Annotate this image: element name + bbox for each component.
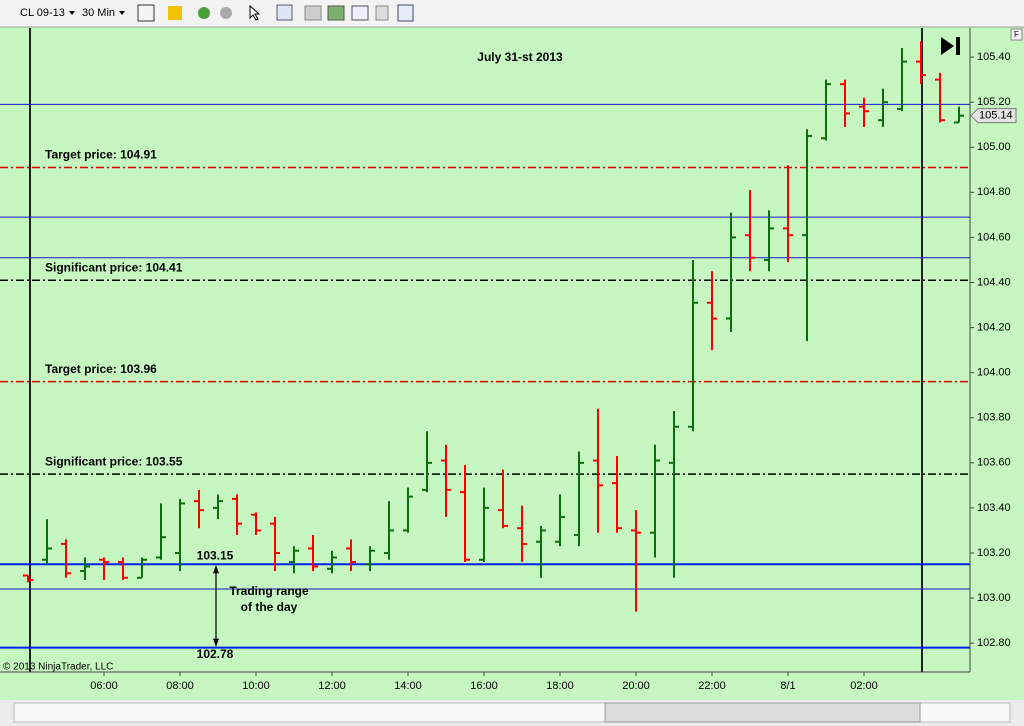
last-price-label: 105.14 [979,110,1013,122]
template-button[interactable] [375,5,389,21]
dropdown-arrow[interactable] [69,11,75,15]
range-high-label: 103.15 [197,548,234,562]
y-tick-label: 103.60 [977,457,1011,469]
y-tick-label: 103.00 [977,592,1011,604]
x-tick-label: 02:00 [850,680,878,692]
x-tick-label: 08:00 [166,680,194,692]
add-button[interactable] [198,7,210,19]
scrollbar-thumb[interactable] [604,702,921,723]
instrument-selector[interactable]: CL 09-13 [20,7,65,19]
strategies-button[interactable] [351,5,369,21]
interval-selector[interactable]: 30 Min [82,7,115,19]
bar-type-button[interactable] [137,4,155,22]
price-line-label: Target price: 103.96 [45,362,157,376]
x-tick-label: 20:00 [622,680,650,692]
x-tick-label: 22:00 [698,680,726,692]
y-tick-label: 104.40 [977,276,1011,288]
remove-button[interactable] [220,7,232,19]
y-tick-label: 103.80 [977,412,1011,424]
range-low-label: 102.78 [197,647,234,661]
cursor-button[interactable] [249,4,261,21]
axis-button-label[interactable]: F [1014,30,1019,39]
y-tick-label: 104.80 [977,186,1011,198]
x-tick-label: 12:00 [318,680,346,692]
y-tick-label: 105.40 [977,51,1011,63]
price-line-label: Significant price: 103.55 [45,454,183,468]
x-tick-label: 8/1 [780,680,795,692]
copyright: © 2013 NinjaTrader, LLC [3,662,113,673]
y-tick-label: 104.00 [977,367,1011,379]
x-tick-label: 18:00 [546,680,574,692]
range-label: Trading range [229,584,309,598]
y-tick-label: 104.20 [977,321,1011,333]
data-box-button[interactable] [397,4,414,22]
y-tick-label: 105.20 [977,96,1011,108]
x-tick-label: 16:00 [470,680,498,692]
toolbar-icons [137,4,414,22]
y-tick-label: 104.60 [977,231,1011,243]
y-tick-label: 103.40 [977,502,1011,514]
chart-title: July 31-st 2013 [477,50,563,64]
price-line-label: Significant price: 104.41 [45,260,183,274]
plot: 102.80 103.00 103.20 103.40 103.60 103.80 104.… [0,41,1017,692]
scroll-to-end-button[interactable] [941,37,960,55]
last-price-marker [970,108,1017,124]
x-tick-label: 10:00 [242,680,270,692]
dropdown-arrow[interactable] [119,11,125,15]
y-tick-label: 102.80 [977,637,1011,649]
y-tick-label: 103.20 [977,547,1011,559]
range-label: of the day [241,600,298,614]
draw-tool-button[interactable] [168,6,182,20]
x-tick-label: 06:00 [90,680,118,692]
x-tick-label: 14:00 [394,680,422,692]
properties-button[interactable] [304,5,322,21]
zoom-button[interactable] [276,4,293,21]
y-tick-label: 105.00 [977,141,1011,153]
price-line-label: Target price: 104.91 [45,148,157,162]
axis-button[interactable] [1010,28,1023,41]
indicators-button[interactable] [327,5,345,21]
